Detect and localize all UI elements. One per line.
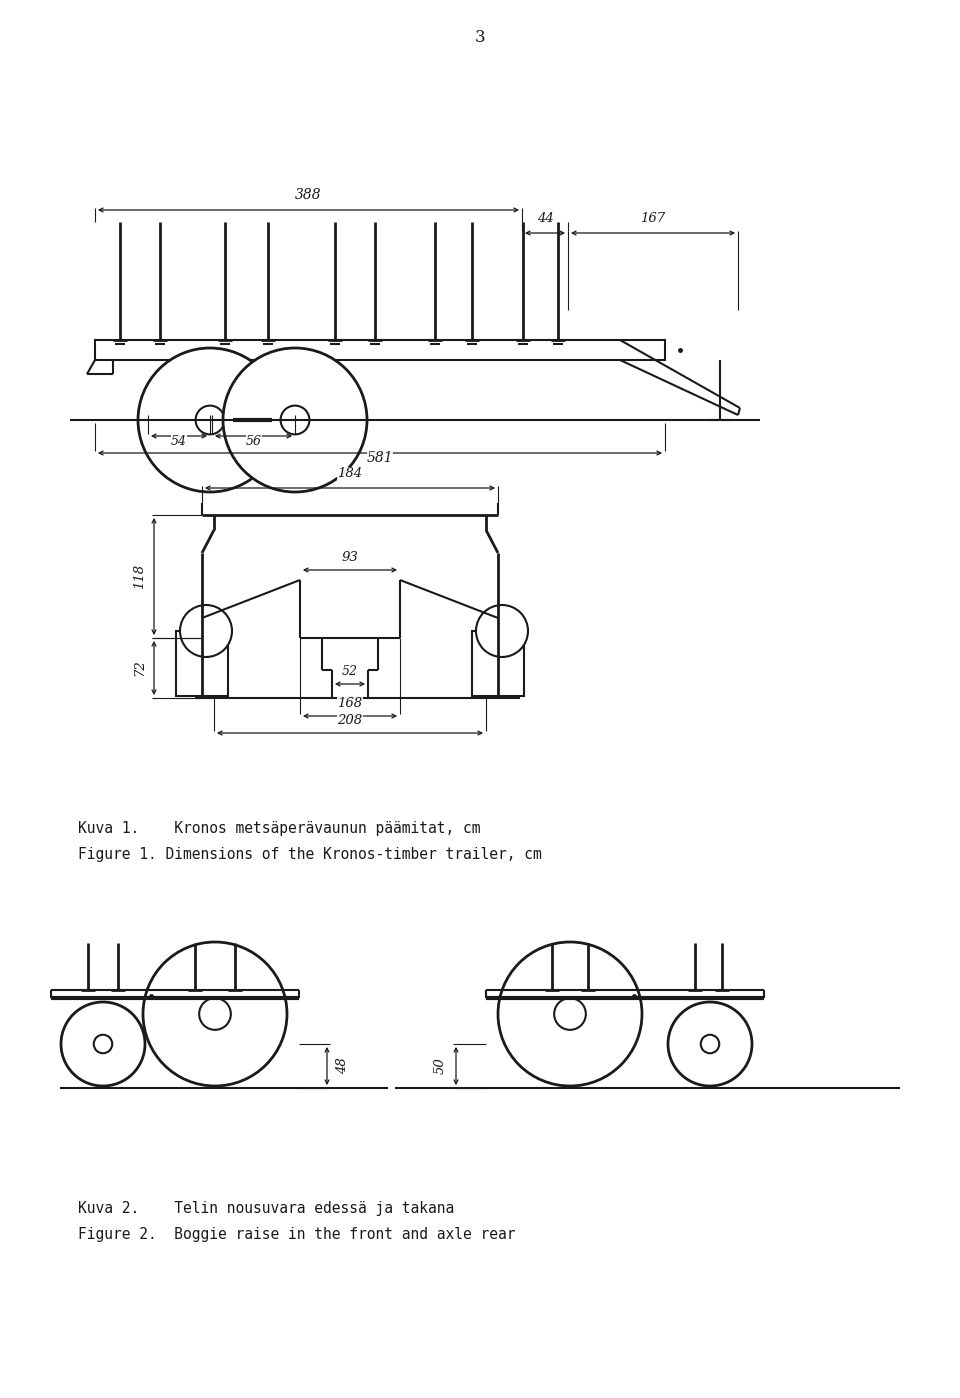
Circle shape <box>554 998 586 1030</box>
Circle shape <box>223 348 367 492</box>
Bar <box>472 630 524 696</box>
Text: Figure 2.  Boggie raise in the front and axle rear: Figure 2. Boggie raise in the front and … <box>78 1226 516 1241</box>
Circle shape <box>280 405 309 435</box>
Text: 44: 44 <box>537 212 553 225</box>
Text: 93: 93 <box>342 551 358 563</box>
Text: 52: 52 <box>342 665 358 678</box>
Circle shape <box>180 605 232 657</box>
Bar <box>176 630 228 696</box>
Text: 50: 50 <box>434 1058 446 1075</box>
Text: 56: 56 <box>246 435 261 447</box>
Circle shape <box>94 1035 112 1053</box>
Text: 208: 208 <box>337 714 363 727</box>
Text: Kuva 2.    Telin nousuvara edessä ja takana: Kuva 2. Telin nousuvara edessä ja takana <box>78 1201 454 1215</box>
Circle shape <box>196 405 225 435</box>
Circle shape <box>476 605 528 657</box>
Text: Kuva 1.    Kronos metsäperävaunun päämitat, cm: Kuva 1. Kronos metsäperävaunun päämitat,… <box>78 821 481 836</box>
Text: 118: 118 <box>133 563 147 589</box>
Circle shape <box>143 942 287 1086</box>
Text: 3: 3 <box>474 29 486 46</box>
Text: 54: 54 <box>171 435 187 447</box>
Circle shape <box>498 942 642 1086</box>
Circle shape <box>199 998 230 1030</box>
Text: 184: 184 <box>337 467 363 480</box>
Bar <box>95 340 665 361</box>
Text: 388: 388 <box>295 187 322 201</box>
Circle shape <box>61 1002 145 1086</box>
Text: 72: 72 <box>133 660 147 677</box>
Text: 167: 167 <box>640 212 665 225</box>
Circle shape <box>701 1035 719 1053</box>
Text: 168: 168 <box>337 698 363 710</box>
Circle shape <box>138 348 282 492</box>
Text: 48: 48 <box>337 1058 349 1075</box>
Text: Figure 1. Dimensions of the Kronos-timber trailer, cm: Figure 1. Dimensions of the Kronos-timbe… <box>78 847 541 861</box>
Circle shape <box>668 1002 752 1086</box>
Text: 581: 581 <box>367 452 394 466</box>
